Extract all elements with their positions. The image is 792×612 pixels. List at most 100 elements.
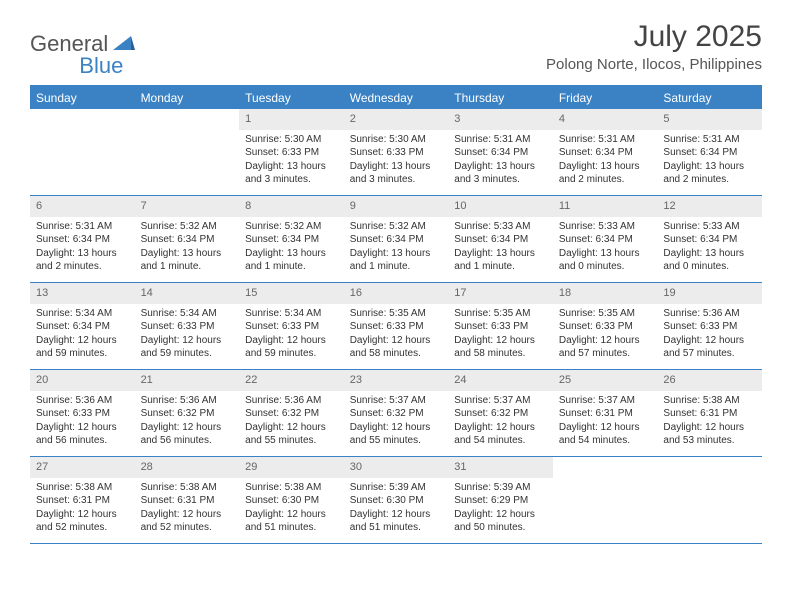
day-details: Sunrise: 5:38 AMSunset: 6:31 PMDaylight:…	[30, 478, 135, 541]
sunset-text: Sunset: 6:32 PM	[350, 407, 443, 421]
sunset-text: Sunset: 6:34 PM	[663, 233, 756, 247]
logo-triangle-icon	[113, 34, 135, 55]
sunset-text: Sunset: 6:30 PM	[245, 494, 338, 508]
day-details: Sunrise: 5:35 AMSunset: 6:33 PMDaylight:…	[553, 304, 658, 367]
sunrise-text: Sunrise: 5:30 AM	[350, 133, 443, 147]
weekday-label: Tuesday	[239, 87, 344, 109]
daylight-text: Daylight: 13 hours and 3 minutes.	[350, 160, 443, 187]
day-cell: 26Sunrise: 5:38 AMSunset: 6:31 PMDayligh…	[657, 370, 762, 456]
sunrise-text: Sunrise: 5:32 AM	[350, 220, 443, 234]
daylight-text: Daylight: 12 hours and 57 minutes.	[663, 334, 756, 361]
day-number: 2	[344, 109, 449, 130]
daylight-text: Daylight: 13 hours and 1 minute.	[454, 247, 547, 274]
day-number: 14	[135, 283, 240, 304]
day-number: 15	[239, 283, 344, 304]
day-number: 11	[553, 196, 658, 217]
day-number: 8	[239, 196, 344, 217]
sunrise-text: Sunrise: 5:37 AM	[559, 394, 652, 408]
daylight-text: Daylight: 12 hours and 54 minutes.	[559, 421, 652, 448]
day-cell: 13Sunrise: 5:34 AMSunset: 6:34 PMDayligh…	[30, 283, 135, 369]
day-cell: 18Sunrise: 5:35 AMSunset: 6:33 PMDayligh…	[553, 283, 658, 369]
day-details: Sunrise: 5:38 AMSunset: 6:31 PMDaylight:…	[657, 391, 762, 454]
day-details: Sunrise: 5:36 AMSunset: 6:33 PMDaylight:…	[657, 304, 762, 367]
calendar: Sunday Monday Tuesday Wednesday Thursday…	[30, 85, 762, 544]
daylight-text: Daylight: 12 hours and 59 minutes.	[36, 334, 129, 361]
sunrise-text: Sunrise: 5:39 AM	[350, 481, 443, 495]
sunrise-text: Sunrise: 5:36 AM	[663, 307, 756, 321]
day-details: Sunrise: 5:35 AMSunset: 6:33 PMDaylight:…	[344, 304, 449, 367]
weekday-label: Monday	[135, 87, 240, 109]
daylight-text: Daylight: 13 hours and 2 minutes.	[663, 160, 756, 187]
sunset-text: Sunset: 6:34 PM	[454, 146, 547, 160]
sunrise-text: Sunrise: 5:34 AM	[141, 307, 234, 321]
daylight-text: Daylight: 13 hours and 0 minutes.	[559, 247, 652, 274]
day-number: 6	[30, 196, 135, 217]
sunrise-text: Sunrise: 5:38 AM	[663, 394, 756, 408]
day-details: Sunrise: 5:32 AMSunset: 6:34 PMDaylight:…	[135, 217, 240, 280]
day-cell: 7Sunrise: 5:32 AMSunset: 6:34 PMDaylight…	[135, 196, 240, 282]
sunrise-text: Sunrise: 5:36 AM	[245, 394, 338, 408]
daylight-text: Daylight: 12 hours and 59 minutes.	[245, 334, 338, 361]
sunrise-text: Sunrise: 5:31 AM	[454, 133, 547, 147]
sunrise-text: Sunrise: 5:36 AM	[36, 394, 129, 408]
day-number: 21	[135, 370, 240, 391]
sunset-text: Sunset: 6:31 PM	[663, 407, 756, 421]
day-number: 16	[344, 283, 449, 304]
day-cell: 11Sunrise: 5:33 AMSunset: 6:34 PMDayligh…	[553, 196, 658, 282]
daylight-text: Daylight: 13 hours and 3 minutes.	[245, 160, 338, 187]
daylight-text: Daylight: 12 hours and 54 minutes.	[454, 421, 547, 448]
day-number: 29	[239, 457, 344, 478]
day-number: 5	[657, 109, 762, 130]
daylight-text: Daylight: 13 hours and 0 minutes.	[663, 247, 756, 274]
daylight-text: Daylight: 13 hours and 2 minutes.	[36, 247, 129, 274]
day-cell: 1Sunrise: 5:30 AMSunset: 6:33 PMDaylight…	[239, 109, 344, 195]
day-cell: 12Sunrise: 5:33 AMSunset: 6:34 PMDayligh…	[657, 196, 762, 282]
daylight-text: Daylight: 13 hours and 3 minutes.	[454, 160, 547, 187]
day-number	[135, 109, 240, 115]
day-details: Sunrise: 5:36 AMSunset: 6:33 PMDaylight:…	[30, 391, 135, 454]
day-details: Sunrise: 5:38 AMSunset: 6:30 PMDaylight:…	[239, 478, 344, 541]
day-cell: 16Sunrise: 5:35 AMSunset: 6:33 PMDayligh…	[344, 283, 449, 369]
daylight-text: Daylight: 12 hours and 51 minutes.	[245, 508, 338, 535]
sunrise-text: Sunrise: 5:38 AM	[245, 481, 338, 495]
daylight-text: Daylight: 12 hours and 58 minutes.	[350, 334, 443, 361]
week-row: 6Sunrise: 5:31 AMSunset: 6:34 PMDaylight…	[30, 196, 762, 283]
daylight-text: Daylight: 12 hours and 58 minutes.	[454, 334, 547, 361]
day-cell: 2Sunrise: 5:30 AMSunset: 6:33 PMDaylight…	[344, 109, 449, 195]
day-details: Sunrise: 5:37 AMSunset: 6:31 PMDaylight:…	[553, 391, 658, 454]
weekday-label: Thursday	[448, 87, 553, 109]
sunrise-text: Sunrise: 5:37 AM	[454, 394, 547, 408]
daylight-text: Daylight: 12 hours and 53 minutes.	[663, 421, 756, 448]
sunset-text: Sunset: 6:29 PM	[454, 494, 547, 508]
daylight-text: Daylight: 12 hours and 56 minutes.	[36, 421, 129, 448]
day-cell: 14Sunrise: 5:34 AMSunset: 6:33 PMDayligh…	[135, 283, 240, 369]
daylight-text: Daylight: 12 hours and 50 minutes.	[454, 508, 547, 535]
day-cell	[135, 109, 240, 195]
day-cell: 15Sunrise: 5:34 AMSunset: 6:33 PMDayligh…	[239, 283, 344, 369]
day-number: 28	[135, 457, 240, 478]
week-row: 20Sunrise: 5:36 AMSunset: 6:33 PMDayligh…	[30, 370, 762, 457]
daylight-text: Daylight: 12 hours and 55 minutes.	[245, 421, 338, 448]
sunrise-text: Sunrise: 5:34 AM	[245, 307, 338, 321]
daylight-text: Daylight: 12 hours and 57 minutes.	[559, 334, 652, 361]
day-details: Sunrise: 5:33 AMSunset: 6:34 PMDaylight:…	[448, 217, 553, 280]
day-details: Sunrise: 5:32 AMSunset: 6:34 PMDaylight:…	[239, 217, 344, 280]
sunrise-text: Sunrise: 5:35 AM	[559, 307, 652, 321]
sunset-text: Sunset: 6:34 PM	[36, 233, 129, 247]
sunset-text: Sunset: 6:33 PM	[454, 320, 547, 334]
daylight-text: Daylight: 13 hours and 1 minute.	[141, 247, 234, 274]
day-cell: 21Sunrise: 5:36 AMSunset: 6:32 PMDayligh…	[135, 370, 240, 456]
day-cell: 17Sunrise: 5:35 AMSunset: 6:33 PMDayligh…	[448, 283, 553, 369]
daylight-text: Daylight: 12 hours and 56 minutes.	[141, 421, 234, 448]
day-number	[30, 109, 135, 115]
sunset-text: Sunset: 6:32 PM	[245, 407, 338, 421]
day-details: Sunrise: 5:33 AMSunset: 6:34 PMDaylight:…	[657, 217, 762, 280]
day-details: Sunrise: 5:32 AMSunset: 6:34 PMDaylight:…	[344, 217, 449, 280]
sunset-text: Sunset: 6:33 PM	[36, 407, 129, 421]
sunrise-text: Sunrise: 5:38 AM	[141, 481, 234, 495]
sunrise-text: Sunrise: 5:33 AM	[559, 220, 652, 234]
day-cell: 29Sunrise: 5:38 AMSunset: 6:30 PMDayligh…	[239, 457, 344, 543]
day-details: Sunrise: 5:35 AMSunset: 6:33 PMDaylight:…	[448, 304, 553, 367]
day-cell: 9Sunrise: 5:32 AMSunset: 6:34 PMDaylight…	[344, 196, 449, 282]
day-cell	[30, 109, 135, 195]
